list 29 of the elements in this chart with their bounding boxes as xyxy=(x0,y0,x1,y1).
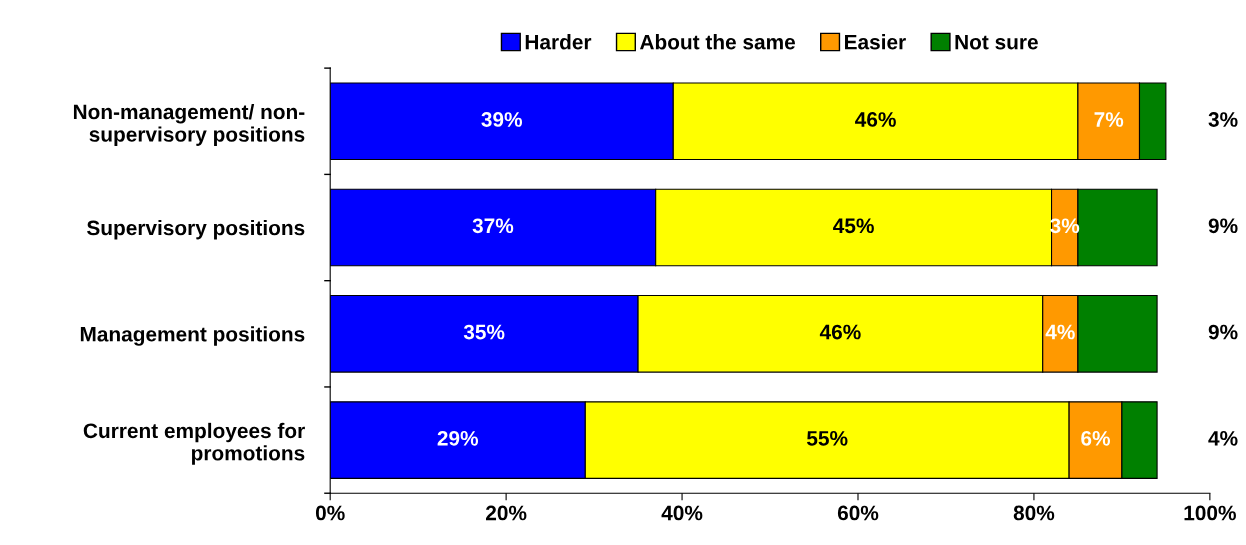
data-label: 46% xyxy=(855,112,896,127)
data-label: 29% xyxy=(437,430,479,446)
data-label: 6% xyxy=(1081,430,1111,446)
y-tick-label: Non-management/ non- supervisory positions xyxy=(73,103,305,146)
data-label: 39% xyxy=(481,112,523,127)
data-label: 55% xyxy=(807,430,848,446)
legend-label: Harder xyxy=(525,34,592,50)
y-tick-label: Current employees for promotions xyxy=(83,422,305,465)
legend-label: About the same xyxy=(639,34,796,50)
x-tick-label: 100% xyxy=(1184,505,1236,521)
data-label: 7% xyxy=(1094,112,1124,127)
data-label: 37% xyxy=(472,218,514,234)
data-label: 35% xyxy=(463,324,505,340)
x-tick-label: 20% xyxy=(486,505,527,521)
y-tick-label: Supervisory positions xyxy=(87,219,305,240)
data-label: 4% xyxy=(1208,430,1238,446)
x-tick-label: 80% xyxy=(1013,505,1055,521)
x-tick-label: 40% xyxy=(661,505,703,521)
data-label: 9% xyxy=(1208,218,1238,234)
x-tick-label: 0% xyxy=(315,505,345,521)
data-label: 9% xyxy=(1208,324,1238,340)
legend-label: Easier xyxy=(845,34,906,50)
data-label: 3% xyxy=(1208,112,1238,127)
data-label: 45% xyxy=(833,218,874,234)
data-label: 46% xyxy=(819,324,861,340)
data-label: 4% xyxy=(1045,324,1075,340)
legend-label: Not sure xyxy=(955,34,1038,50)
y-tick-label: Management positions xyxy=(80,326,305,346)
x-tick-label: 60% xyxy=(837,505,879,521)
